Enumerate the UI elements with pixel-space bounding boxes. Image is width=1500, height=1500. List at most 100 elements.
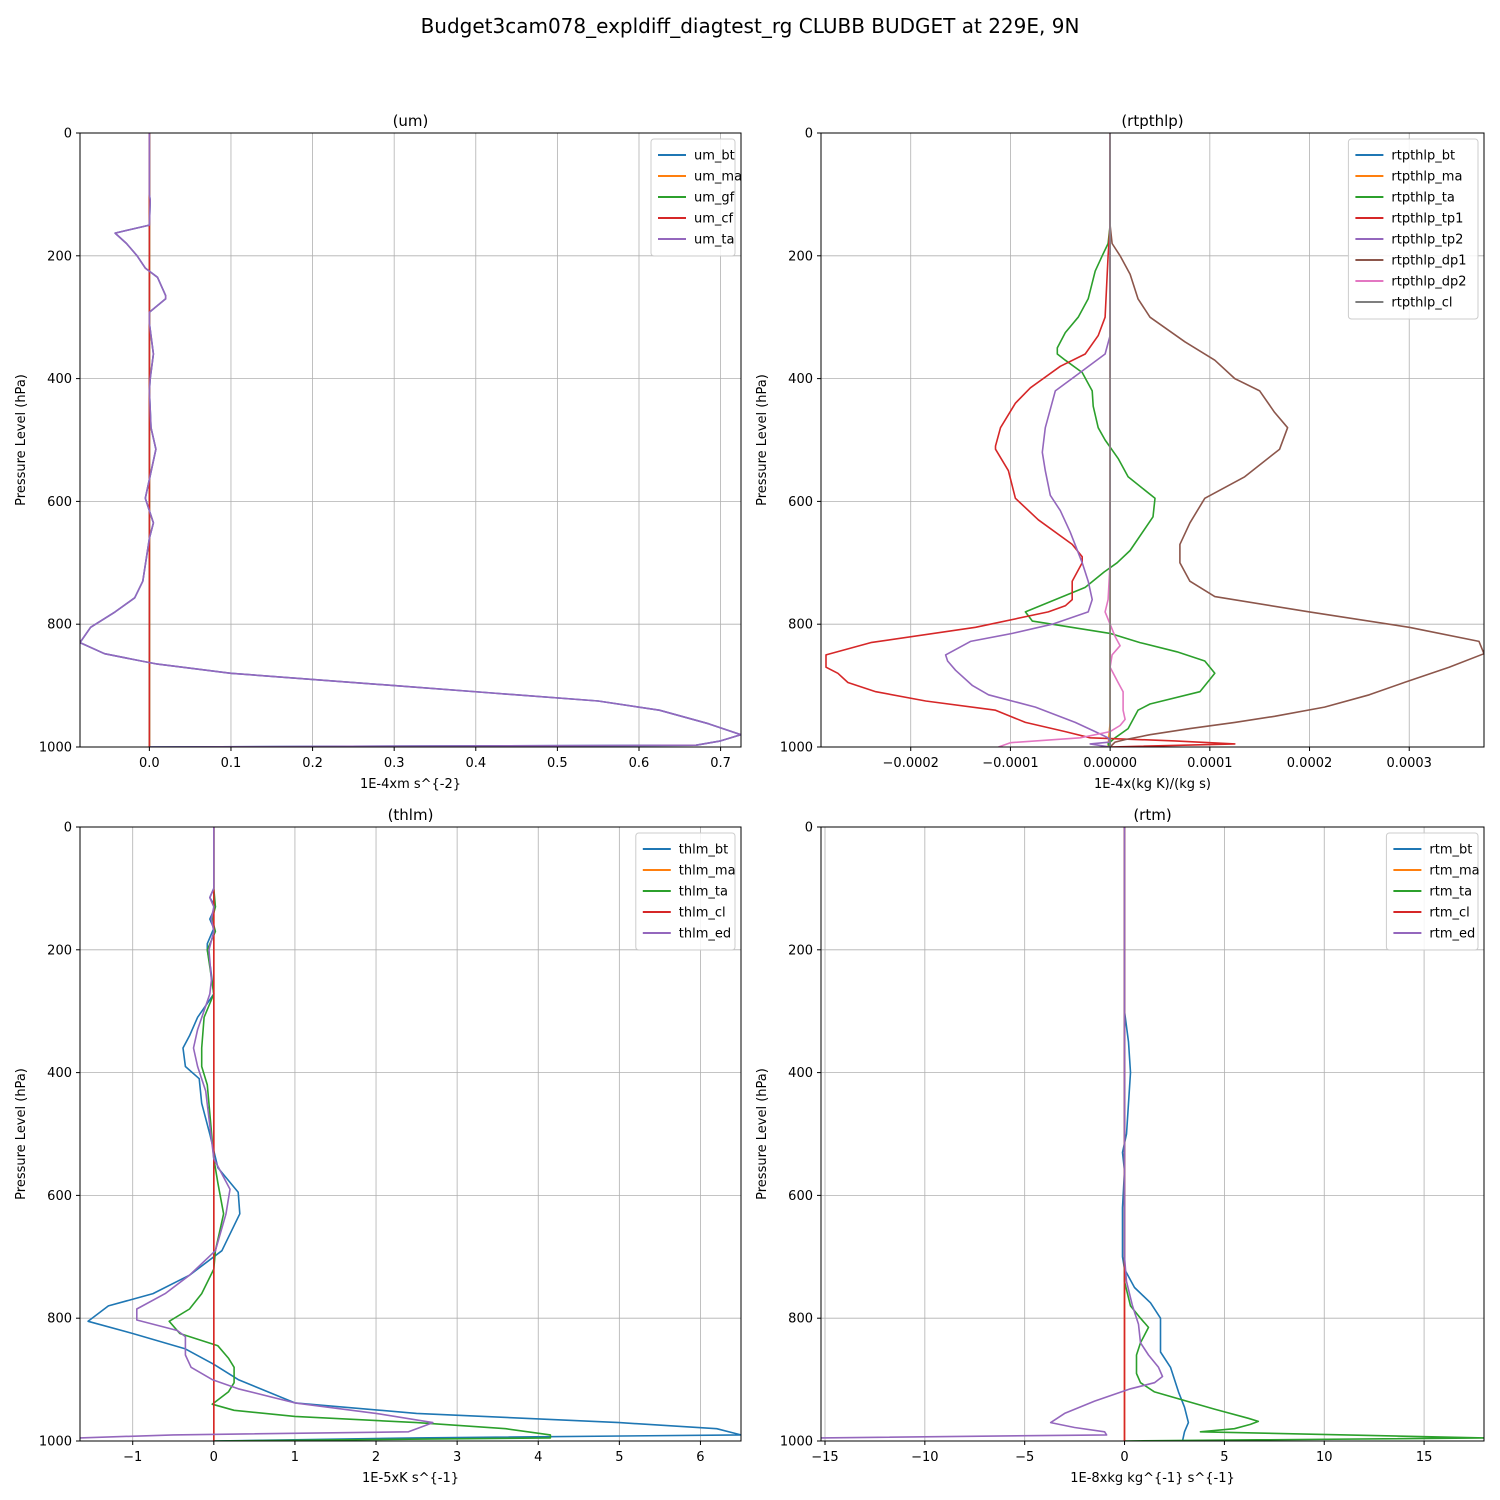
legend-label-rtpthlp_tp2: rtpthlp_tp2 bbox=[1391, 233, 1463, 248]
y-tick-label: 1000 bbox=[39, 741, 72, 756]
series-line-rtpthlp_ta bbox=[1024, 133, 1216, 747]
x-tick-label: −10 bbox=[911, 1450, 938, 1465]
y-tick-label: 800 bbox=[47, 1312, 72, 1327]
legend-label-thlm_ed: thlm_ed bbox=[679, 927, 731, 942]
legend-label-rtpthlp_cl: rtpthlp_cl bbox=[1391, 296, 1452, 311]
series-line-rtpthlp_tp1 bbox=[825, 133, 1236, 747]
legend-label-rtm_ma: rtm_ma bbox=[1429, 864, 1479, 879]
y-tick-label: 400 bbox=[47, 1066, 72, 1081]
series-line-um_ta bbox=[80, 133, 741, 747]
legend: rtpthlp_bt rtpthlp_ma rtpthlp_ta rtpthlp_tp… bbox=[1347, 138, 1479, 320]
legend: um_bt um_ma um_gf um_cf um_ta bbox=[650, 138, 742, 257]
x-tick-label: 0.0002 bbox=[1287, 756, 1333, 771]
legend-label-thlm_ma: thlm_ma bbox=[679, 864, 736, 879]
y-axis-label: Pressure Level (hPa) bbox=[755, 1068, 770, 1200]
x-tick-label: 0.0003 bbox=[1386, 756, 1432, 771]
x-tick-label: 0.1 bbox=[221, 756, 242, 771]
subplot-0: 0.0 0.1 0.2 0.3 0.4 0.5 0.6 0.7 0 200 400 600 800 100… bbox=[14, 112, 742, 792]
axes-frame bbox=[79, 826, 742, 1442]
series-line-rtm_bt bbox=[1121, 827, 1190, 1441]
legend-box bbox=[1347, 138, 1479, 320]
subplot-title: (rtm) bbox=[1133, 806, 1171, 824]
y-tick-label: 200 bbox=[47, 943, 72, 958]
legend-label-thlm_bt: thlm_bt bbox=[679, 843, 728, 858]
legend: thlm_bt thlm_ma thlm_ta thlm_cl thlm_ed bbox=[635, 832, 736, 951]
legend: rtm_bt rtm_ma rtm_ta rtm_cl rtm_ed bbox=[1385, 832, 1480, 951]
subplot-title: (rtpthlp) bbox=[1121, 112, 1183, 130]
y-tick-label: 1000 bbox=[780, 1435, 813, 1450]
legend-label-rtpthlp_tp1: rtpthlp_tp1 bbox=[1391, 212, 1463, 227]
y-tick-label: 400 bbox=[788, 372, 813, 387]
series-line-rtpthlp_dp1 bbox=[1109, 133, 1484, 747]
legend-label-rtpthlp_dp2: rtpthlp_dp2 bbox=[1391, 275, 1466, 290]
series-group bbox=[825, 133, 1484, 747]
y-tick-label: 600 bbox=[788, 495, 813, 510]
x-tick-label: 10 bbox=[1316, 1450, 1333, 1465]
subplot-3: −15 −10 −5 0 5 10 15 0 200 400 600 800 1000 (rtm) 1E-8… bbox=[755, 806, 1485, 1486]
x-tick-label: 1 bbox=[291, 1450, 299, 1465]
y-tick-label: 800 bbox=[788, 618, 813, 633]
y-tick-label: 200 bbox=[788, 943, 813, 958]
x-tick-label: 0 bbox=[210, 1450, 218, 1465]
axes-frame bbox=[820, 826, 1485, 1442]
legend-label-um_gf: um_gf bbox=[694, 191, 735, 206]
x-tick-label: −15 bbox=[811, 1450, 838, 1465]
y-tick-label: 400 bbox=[47, 372, 72, 387]
y-tick-label: 200 bbox=[47, 249, 72, 264]
x-tick-label: 0.0001 bbox=[1187, 756, 1233, 771]
legend-label-rtm_bt: rtm_bt bbox=[1429, 843, 1472, 858]
x-axis-label: 1E-4x(kg K)/(kg s) bbox=[1094, 777, 1211, 792]
x-tick-label: −0.0001 bbox=[982, 756, 1038, 771]
y-tick-label: 0 bbox=[805, 821, 813, 836]
y-tick-label: 600 bbox=[788, 1189, 813, 1204]
y-tick-label: 0 bbox=[64, 821, 72, 836]
x-axis-label: 1E-4xm s^{-2} bbox=[360, 777, 461, 792]
x-tick-label: 0 bbox=[1120, 1450, 1128, 1465]
series-line-rtm_ta bbox=[1123, 827, 1484, 1441]
legend-box bbox=[635, 832, 736, 951]
x-tick-label: 4 bbox=[534, 1450, 542, 1465]
y-tick-label: 200 bbox=[788, 249, 813, 264]
x-axis-label: 1E-8xkg kg^{-1} s^{-1} bbox=[1070, 1471, 1235, 1486]
subplot-title: (thlm) bbox=[388, 806, 434, 824]
legend-label-rtm_cl: rtm_cl bbox=[1429, 906, 1469, 921]
x-tick-label: 2 bbox=[372, 1450, 380, 1465]
legend-box bbox=[1385, 832, 1479, 951]
x-tick-label: 5 bbox=[1220, 1450, 1228, 1465]
series-group bbox=[80, 133, 741, 747]
x-tick-label: 0.7 bbox=[710, 756, 731, 771]
legend-label-rtpthlp_bt: rtpthlp_bt bbox=[1391, 149, 1455, 164]
series-line-thlm_ed bbox=[80, 827, 434, 1439]
y-axis-label: Pressure Level (hPa) bbox=[755, 374, 770, 506]
axes-frame bbox=[79, 132, 742, 748]
series-line-rtpthlp_tp2 bbox=[944, 133, 1111, 747]
x-tick-label: 0.4 bbox=[465, 756, 486, 771]
subplot-title: (um) bbox=[393, 112, 429, 130]
y-tick-label: 800 bbox=[788, 1312, 813, 1327]
x-tick-label: 0.5 bbox=[547, 756, 568, 771]
series-group bbox=[821, 827, 1484, 1441]
series-group bbox=[80, 827, 741, 1441]
legend-label-thlm_cl: thlm_cl bbox=[679, 906, 726, 921]
legend-box bbox=[650, 138, 736, 257]
legend-label-thlm_ta: thlm_ta bbox=[679, 885, 728, 900]
x-tick-label: 0.0 bbox=[139, 756, 160, 771]
x-tick-label: −1 bbox=[123, 1450, 142, 1465]
x-tick-label: −5 bbox=[1015, 1450, 1034, 1465]
x-tick-label: 3 bbox=[453, 1450, 461, 1465]
x-tick-label: 6 bbox=[696, 1450, 704, 1465]
series-line-thlm_ta bbox=[168, 827, 552, 1441]
x-tick-label: 0.6 bbox=[629, 756, 650, 771]
y-tick-label: 0 bbox=[805, 127, 813, 142]
y-tick-label: 600 bbox=[47, 495, 72, 510]
y-tick-label: 800 bbox=[47, 618, 72, 633]
y-axis-label: Pressure Level (hPa) bbox=[14, 1068, 29, 1200]
series-line-rtm_ed bbox=[821, 827, 1164, 1439]
y-tick-label: 0 bbox=[64, 127, 72, 142]
y-tick-label: 600 bbox=[47, 1189, 72, 1204]
series-line-um_bt bbox=[80, 133, 741, 747]
subplot-2: −1 0 1 2 3 4 5 6 0 200 400 600 800 1000 (thlm) 1E-5xK s… bbox=[14, 806, 742, 1486]
legend-label-rtpthlp_dp1: rtpthlp_dp1 bbox=[1391, 254, 1466, 269]
x-tick-label: 5 bbox=[615, 1450, 623, 1465]
legend-label-rtpthlp_ma: rtpthlp_ma bbox=[1391, 170, 1462, 185]
